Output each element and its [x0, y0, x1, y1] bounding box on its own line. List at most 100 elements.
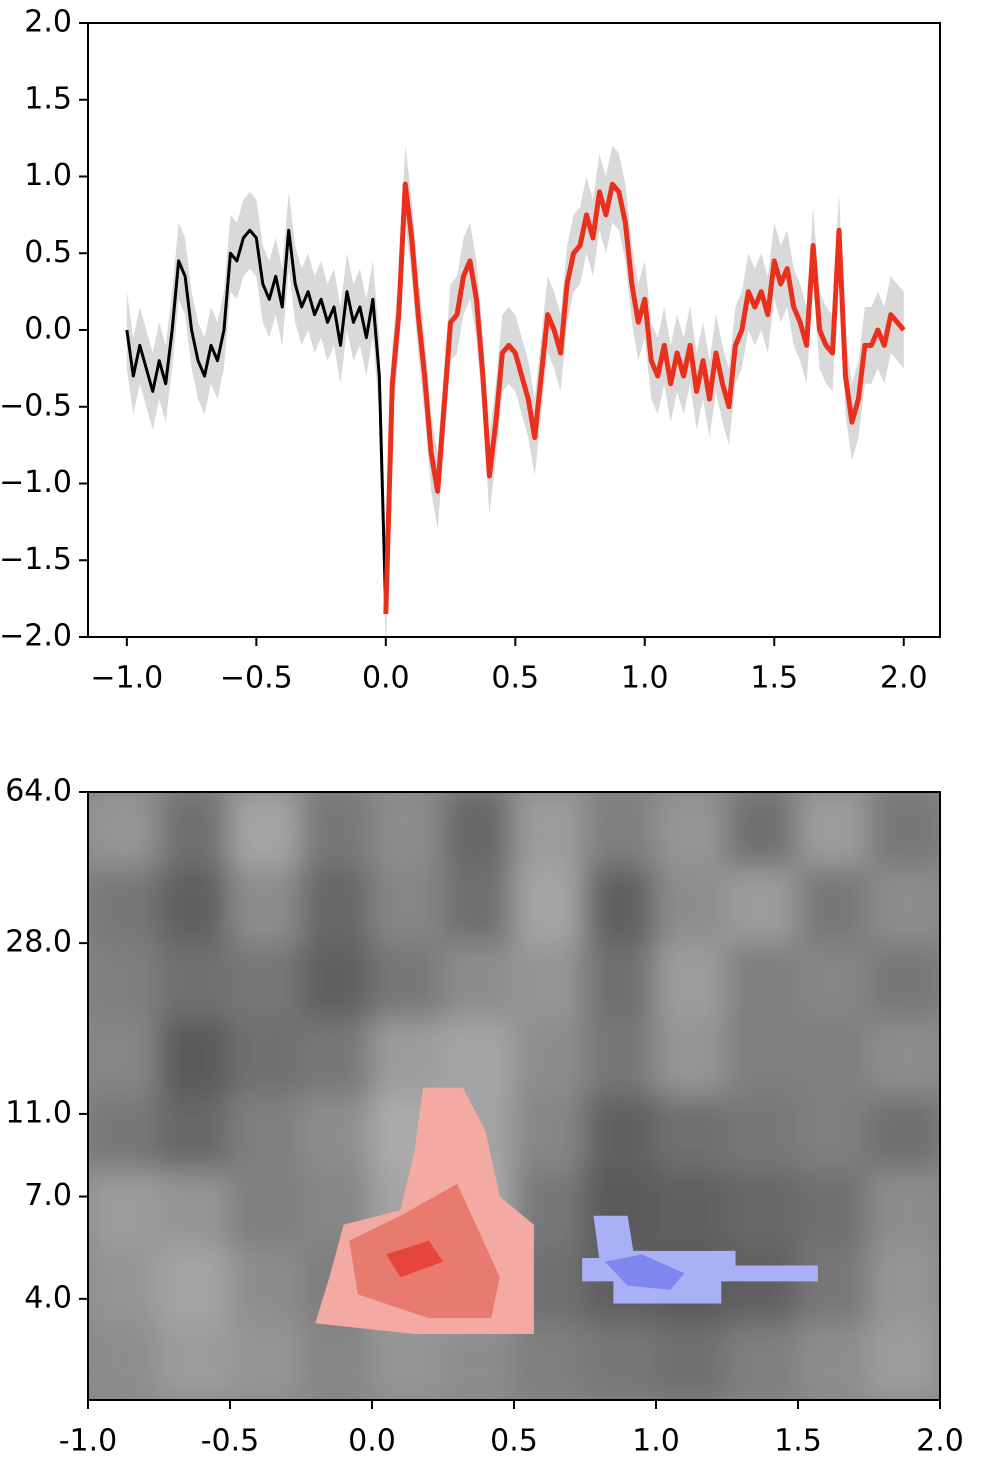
x-tick-label: -0.5 [201, 1424, 260, 1459]
heatmap-cell [88, 792, 160, 869]
heatmap-cell [158, 1019, 231, 1097]
y-tick-label: 0.0 [24, 312, 72, 347]
heatmap-cell [584, 792, 657, 869]
x-tick-label: 1.0 [621, 661, 669, 696]
x-tick-label: 2.0 [880, 661, 928, 696]
x-tick-label: 1.5 [750, 661, 798, 696]
heatmap-cell [158, 943, 231, 1021]
heatmap-cell [229, 1323, 302, 1400]
heatmap-cell [442, 1019, 515, 1097]
heatmap-cell [229, 1019, 302, 1097]
heatmap-cell [584, 1095, 657, 1173]
x-tick-label: −1.0 [90, 661, 163, 696]
x-tick-label: 1.0 [632, 1424, 680, 1459]
heatmap-cell [158, 792, 231, 869]
heatmap-cell [229, 1171, 302, 1249]
x-tick-label: 0.5 [490, 1424, 538, 1459]
heatmap-cell [726, 792, 799, 869]
heatmap-cell [371, 792, 444, 869]
y-tick-label: 64.0 [5, 774, 72, 809]
heatmap-cell [371, 867, 444, 945]
y-tick-label: 7.0 [24, 1178, 72, 1213]
heatmap-cell [584, 943, 657, 1021]
heatmap [88, 792, 940, 1400]
heatmap-cell [797, 1171, 870, 1249]
y-tick-label: 2.0 [24, 5, 72, 40]
heatmap-cell [300, 943, 373, 1021]
heatmap-cell [797, 792, 870, 869]
heatmap-cell [868, 1171, 940, 1249]
heatmap-cell [655, 1095, 728, 1173]
error-band [385, 145, 904, 653]
error-band [126, 191, 386, 653]
heatmap-cell [584, 867, 657, 945]
heatmap-cell [300, 1019, 373, 1097]
data-line [125, 228, 388, 615]
y-tick-label: −1.0 [0, 465, 72, 500]
y-tick-label: 4.0 [24, 1280, 72, 1315]
y-tick-label: −2.0 [0, 619, 72, 654]
heatmap-cell [868, 1019, 940, 1097]
y-tick-label: 1.5 [24, 81, 72, 116]
heatmap-cell [655, 1171, 728, 1249]
heatmap-cell [229, 867, 302, 945]
heatmap-cell [513, 867, 586, 945]
heatmap-cell [868, 1095, 940, 1173]
x-tick-label: −0.5 [220, 661, 293, 696]
heatmap-cell [868, 867, 940, 945]
x-tick-label: 1.5 [774, 1424, 822, 1459]
heatmap-cell [158, 1171, 231, 1249]
heatmap-cell [513, 792, 586, 869]
heatmap-cell [300, 792, 373, 869]
heatmap-cell [229, 1095, 302, 1173]
heatmap-cell [88, 943, 160, 1021]
heatmap-cell [726, 867, 799, 945]
heatmap-cell [868, 1323, 940, 1400]
heatmap-cell [584, 1323, 657, 1400]
heatmap-cell [797, 1019, 870, 1097]
y-tick-label: 28.0 [5, 925, 72, 960]
heatmap-cell [797, 1095, 870, 1173]
heatmap-cell [797, 1247, 870, 1325]
y-tick-label: 0.5 [24, 235, 72, 270]
heatmap-cell [584, 1019, 657, 1097]
heatmap-cell [300, 1095, 373, 1173]
heatmap-cell [88, 1095, 160, 1173]
heatmap-cell [655, 943, 728, 1021]
x-tick-label: 0.5 [491, 661, 539, 696]
heatmap-cell [88, 1323, 160, 1400]
x-tick-label: 0.0 [362, 661, 410, 696]
heatmap-cell [88, 867, 160, 945]
heatmap-cell [868, 792, 940, 869]
heatmap-cell [229, 943, 302, 1021]
x-tick-label: 2.0 [916, 1424, 964, 1459]
heatmap-cell [371, 1019, 444, 1097]
heatmap-cell [726, 1171, 799, 1249]
heatmap-cell [513, 1019, 586, 1097]
heatmap-cell [797, 943, 870, 1021]
heatmap-cell [868, 1247, 940, 1325]
heatmap-cell [797, 867, 870, 945]
heatmap-cell [300, 1323, 373, 1400]
heatmap-cell [726, 1019, 799, 1097]
heatmap-cell [513, 943, 586, 1021]
cluster [604, 1254, 685, 1290]
heatmap-cell [868, 943, 940, 1021]
heatmap-cell [655, 1323, 728, 1400]
heatmap-cell [726, 1247, 799, 1325]
heatmap-cell [158, 867, 231, 945]
heatmap-cell [158, 1095, 231, 1173]
heatmap-cell [88, 1019, 160, 1097]
heatmap-cell [158, 1247, 231, 1325]
heatmap-cell [300, 867, 373, 945]
heatmap-cell [229, 1247, 302, 1325]
heatmap-cell [229, 792, 302, 869]
cluster [386, 1240, 443, 1278]
heatmap-cell [371, 1323, 444, 1400]
heatmap-cell [655, 867, 728, 945]
heatmap-cell [442, 792, 515, 869]
heatmap-cell [655, 1019, 728, 1097]
heatmap-cell [726, 1095, 799, 1173]
